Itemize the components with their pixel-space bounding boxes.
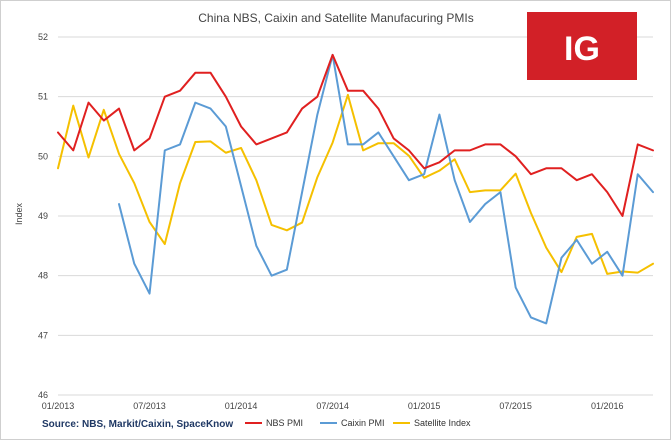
x-tick-label: 07/2013 bbox=[133, 401, 166, 411]
source-note: Source: NBS, Markit/Caixin, SpaceKnow bbox=[42, 419, 233, 430]
x-tick-label: 01/2013 bbox=[42, 401, 75, 411]
y-tick-labels: 46 47 48 49 50 51 52 bbox=[38, 32, 48, 400]
ig-logo-background bbox=[527, 12, 637, 80]
ig-logo-text: IG bbox=[564, 30, 600, 68]
chart-title: China NBS, Caixin and Satellite Manufacu… bbox=[198, 11, 473, 25]
x-tick-label: 01/2014 bbox=[225, 401, 258, 411]
legend-label: Satellite Index bbox=[414, 418, 471, 428]
y-tick-label: 51 bbox=[38, 92, 48, 102]
legend-label: NBS PMI bbox=[266, 418, 303, 428]
y-tick-label: 47 bbox=[38, 330, 48, 340]
y-tick-label: 49 bbox=[38, 211, 48, 221]
series-line-nbs-pmi bbox=[57, 53, 654, 217]
chart-legend: NBS PMI Caixin PMI Satellite Index bbox=[245, 418, 471, 428]
series-lines bbox=[57, 53, 654, 325]
y-axis-label: Index bbox=[14, 202, 24, 225]
legend-label: Caixin PMI bbox=[341, 418, 385, 428]
x-tick-labels: 01/2013 07/2013 01/2014 07/2014 01/2015 07/20… bbox=[42, 401, 624, 411]
y-tick-label: 46 bbox=[38, 390, 48, 400]
x-tick-label: 07/2014 bbox=[316, 401, 349, 411]
x-tick-label: 07/2015 bbox=[499, 401, 532, 411]
x-tick-label: 01/2015 bbox=[408, 401, 441, 411]
y-tick-label: 50 bbox=[38, 151, 48, 161]
y-tick-label: 48 bbox=[38, 271, 48, 281]
ig-logo: IG bbox=[527, 12, 637, 80]
y-tick-label: 52 bbox=[38, 32, 48, 42]
series-line-caixin-pmi bbox=[118, 53, 654, 325]
x-tick-label: 01/2016 bbox=[591, 401, 624, 411]
series-line-satellite-index bbox=[57, 93, 654, 275]
